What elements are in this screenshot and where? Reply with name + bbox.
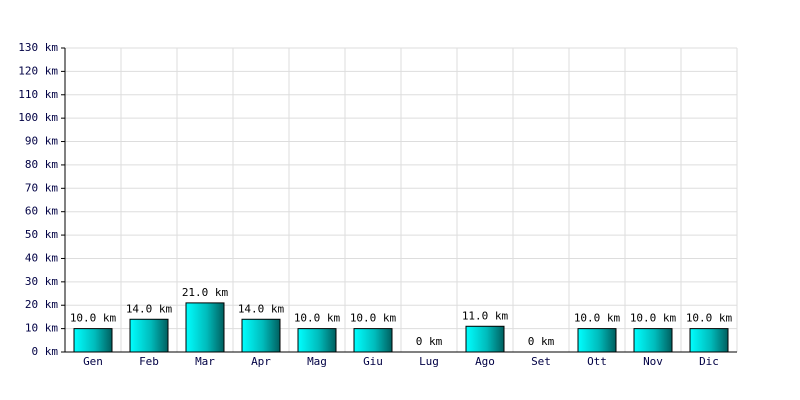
y-tick-label: 60 km [25,205,58,218]
bar [73,328,113,353]
y-tick-label: 120 km [18,64,58,77]
x-tick-label: Giu [363,355,383,368]
bar [353,328,393,353]
value-label: 10.0 km [70,312,117,325]
value-label: 10.0 km [686,312,733,325]
y-tick-label: 30 km [25,275,58,288]
x-tick-label: Ago [475,355,495,368]
bar [129,318,169,353]
y-tick-label: 100 km [18,111,58,124]
x-tick-label: Feb [139,355,159,368]
y-tick-label: 50 km [25,228,58,241]
bar [689,328,729,353]
value-label: 10.0 km [294,312,341,325]
value-label: 11.0 km [462,309,509,322]
y-tick-label: 0 km [32,345,59,358]
bar [297,328,337,353]
x-tick-label: Mar [195,355,215,368]
bar [241,318,281,353]
x-tick-label: Apr [251,355,271,368]
x-tick-label: Lug [419,355,439,368]
x-tick-label: Dic [699,355,719,368]
y-tick-label: 10 km [25,322,58,335]
x-tick-label: Nov [643,355,663,368]
y-tick-label: 20 km [25,298,58,311]
value-label: 14.0 km [238,302,285,315]
value-label: 0 km [416,335,443,348]
bar [633,328,673,353]
value-label: 10.0 km [350,312,397,325]
value-label: 10.0 km [574,312,621,325]
value-label: 10.0 km [630,312,677,325]
value-label: 21.0 km [182,286,229,299]
y-tick-label: 130 km [18,41,58,54]
y-tick-label: 40 km [25,251,58,264]
x-tick-label: Gen [83,355,103,368]
x-tick-label: Ott [587,355,607,368]
bar [577,328,617,353]
value-label: 14.0 km [126,302,173,315]
x-tick-label: Set [531,355,551,368]
bar [465,325,505,353]
y-tick-label: 70 km [25,181,58,194]
y-tick-label: 80 km [25,158,58,171]
x-tick-label: Mag [307,355,327,368]
bar [185,302,225,353]
y-tick-label: 110 km [18,88,58,101]
y-tick-label: 90 km [25,135,58,148]
value-label: 0 km [528,335,555,348]
